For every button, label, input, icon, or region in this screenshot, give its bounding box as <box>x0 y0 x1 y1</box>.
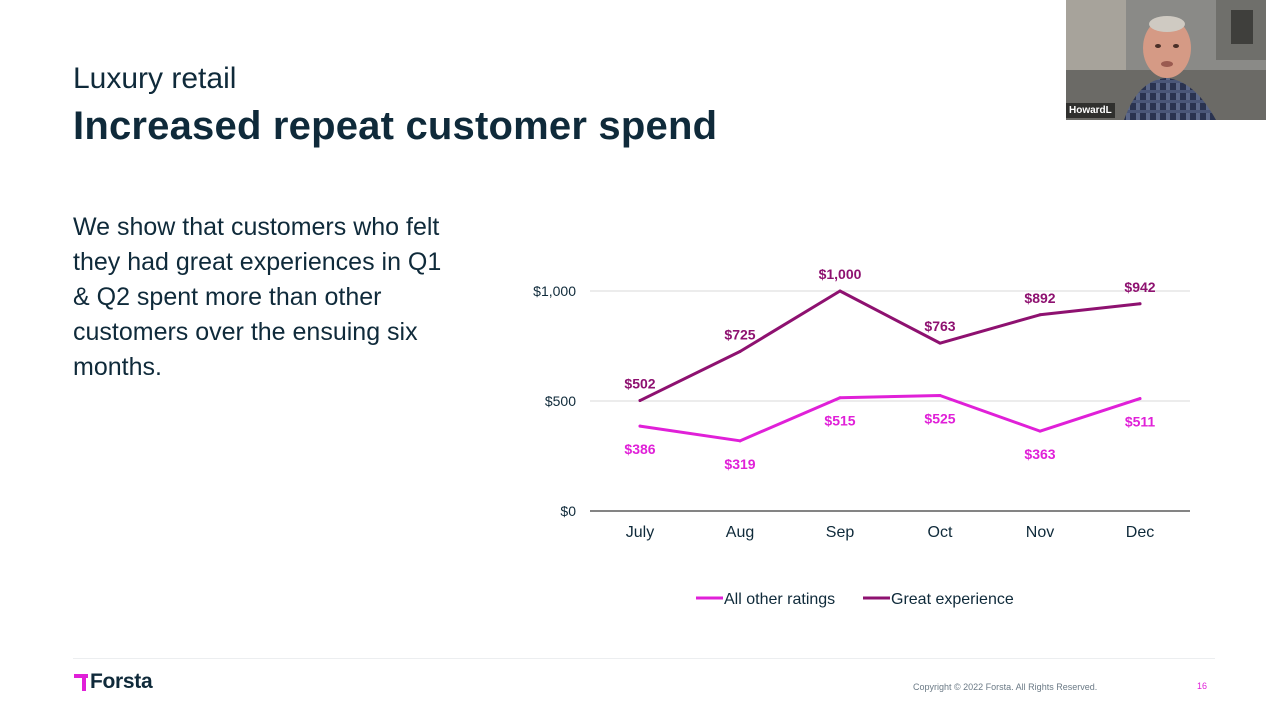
data-point <box>938 341 942 345</box>
data-label: $363 <box>1024 446 1055 462</box>
data-label: $515 <box>824 413 855 429</box>
x-tick-label: Sep <box>826 524 855 541</box>
data-label: $725 <box>724 327 755 343</box>
x-tick-label: Dec <box>1126 524 1154 541</box>
forsta-logo-icon <box>74 674 88 691</box>
copyright-text: Copyright © 2022 Forsta. All Rights Rese… <box>913 682 1098 692</box>
data-point <box>838 396 842 400</box>
y-tick-label: $1,000 <box>533 283 576 299</box>
data-label: $1,000 <box>819 266 862 282</box>
data-label: $892 <box>1024 290 1055 306</box>
data-point <box>738 350 742 353</box>
participant-name-label: HowardL <box>1066 103 1115 118</box>
data-label: $319 <box>724 456 755 472</box>
logo-text: Forsta <box>90 670 153 693</box>
forsta-logo: Forsta <box>74 670 153 694</box>
y-tick-label: $0 <box>560 503 576 519</box>
data-point <box>738 439 742 443</box>
x-tick-label: Oct <box>928 524 953 541</box>
y-tick-label: $500 <box>545 393 576 409</box>
slide-subtitle: Luxury retail <box>73 62 237 95</box>
data-label: $763 <box>924 318 955 334</box>
data-label: $386 <box>624 441 655 457</box>
slide-title: Increased repeat customer spend <box>73 104 718 148</box>
data-label: $502 <box>624 376 655 392</box>
data-point <box>1038 429 1042 433</box>
series-line-all-other-ratings <box>638 394 1142 443</box>
data-point <box>1138 302 1142 306</box>
participant-video-feed <box>1066 0 1266 120</box>
data-point <box>1038 313 1042 317</box>
x-tick-label: Aug <box>726 524 754 541</box>
data-point <box>638 424 642 428</box>
page-number: 16 <box>1197 681 1208 691</box>
footer-divider <box>73 658 1215 659</box>
slide-body-text: We show that customers who felt they had… <box>73 213 442 381</box>
data-label: $511 <box>1125 414 1156 430</box>
data-point <box>938 394 942 397</box>
x-tick-label: Nov <box>1026 524 1054 541</box>
x-tick-label: July <box>626 524 654 541</box>
data-point <box>638 399 642 403</box>
legend-label: Great experience <box>891 591 1014 608</box>
data-label: $525 <box>924 411 955 427</box>
legend-label: All other ratings <box>724 591 835 608</box>
participant-video[interactable]: HowardL <box>1066 0 1266 120</box>
data-point <box>1138 397 1142 401</box>
data-point <box>838 289 842 293</box>
data-label: $942 <box>1124 279 1155 295</box>
series-line-great-experience <box>638 289 1142 403</box>
